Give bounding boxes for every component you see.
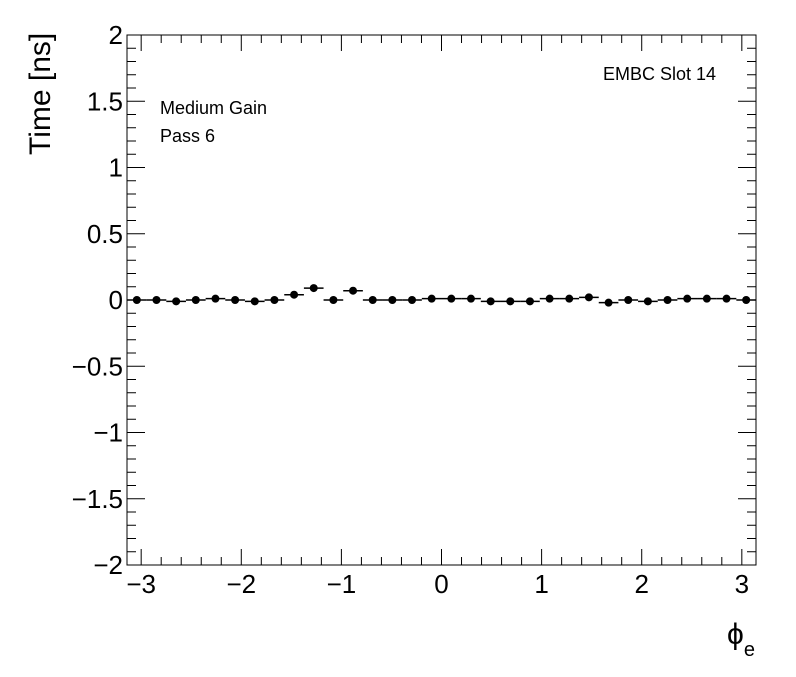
data-point (742, 296, 751, 304)
data-point (191, 296, 200, 304)
data-point (427, 294, 436, 303)
x-axis-title-subscript: e (744, 639, 755, 661)
data-point (486, 297, 495, 306)
data-point (152, 296, 161, 304)
data-point (565, 294, 574, 303)
data-point (466, 294, 475, 303)
data-point (447, 294, 456, 303)
x-tick-label: −2 (226, 569, 256, 599)
data-point (604, 298, 613, 307)
data-point (290, 290, 299, 299)
data-point (388, 296, 397, 304)
y-axis-title: Time [ns] (24, 33, 57, 155)
x-tick-label: 0 (434, 569, 448, 599)
data-point (702, 294, 711, 303)
x-tick-label: 2 (634, 569, 648, 599)
tick-labels-layer: −2−1.5−1−0.500.511.52−3 −2 −1 0 1 2 3 (72, 20, 749, 599)
data-point (722, 294, 731, 303)
data-point (270, 296, 279, 304)
data-point (663, 296, 672, 304)
annotation-gain: Medium Gain (160, 98, 267, 118)
data-point (132, 296, 141, 304)
x-tick-label: 3 (735, 569, 749, 599)
x-tick-label: −1 (327, 569, 357, 599)
data-point (643, 297, 652, 306)
data-point (545, 294, 554, 303)
annotation-pass: Pass 6 (160, 126, 215, 146)
y-tick-label: −1.5 (72, 484, 123, 514)
data-point (172, 297, 181, 306)
y-tick-label: −0.5 (72, 351, 123, 381)
data-point (683, 294, 692, 303)
x-tick-label: 1 (534, 569, 548, 599)
x-axis-title-main: ϕ (727, 618, 744, 651)
annotation-slot: EMBC Slot 14 (603, 64, 716, 84)
data-point (408, 296, 417, 304)
y-tick-label: 0.5 (87, 219, 123, 249)
y-tick-label: 1 (109, 153, 123, 183)
y-tick-label: 0 (109, 285, 123, 315)
data-point (584, 293, 593, 302)
ticks-layer (127, 34, 756, 566)
data-point (309, 284, 318, 293)
data-point (250, 297, 259, 306)
data-point (525, 297, 534, 306)
y-tick-label: 2 (109, 20, 123, 50)
y-tick-label: −2 (93, 550, 123, 580)
data-point (506, 297, 515, 306)
data-point (329, 296, 338, 304)
y-tick-label: −1 (93, 418, 123, 448)
data-point (624, 296, 633, 304)
x-tick-label: −3 (126, 569, 156, 599)
x-axis-title: ϕe (727, 618, 755, 661)
points-layer (127, 284, 756, 307)
y-tick-label: 1.5 (87, 86, 123, 116)
data-point (368, 296, 377, 304)
data-point (349, 286, 358, 295)
data-point (211, 294, 220, 303)
data-point (231, 296, 240, 304)
